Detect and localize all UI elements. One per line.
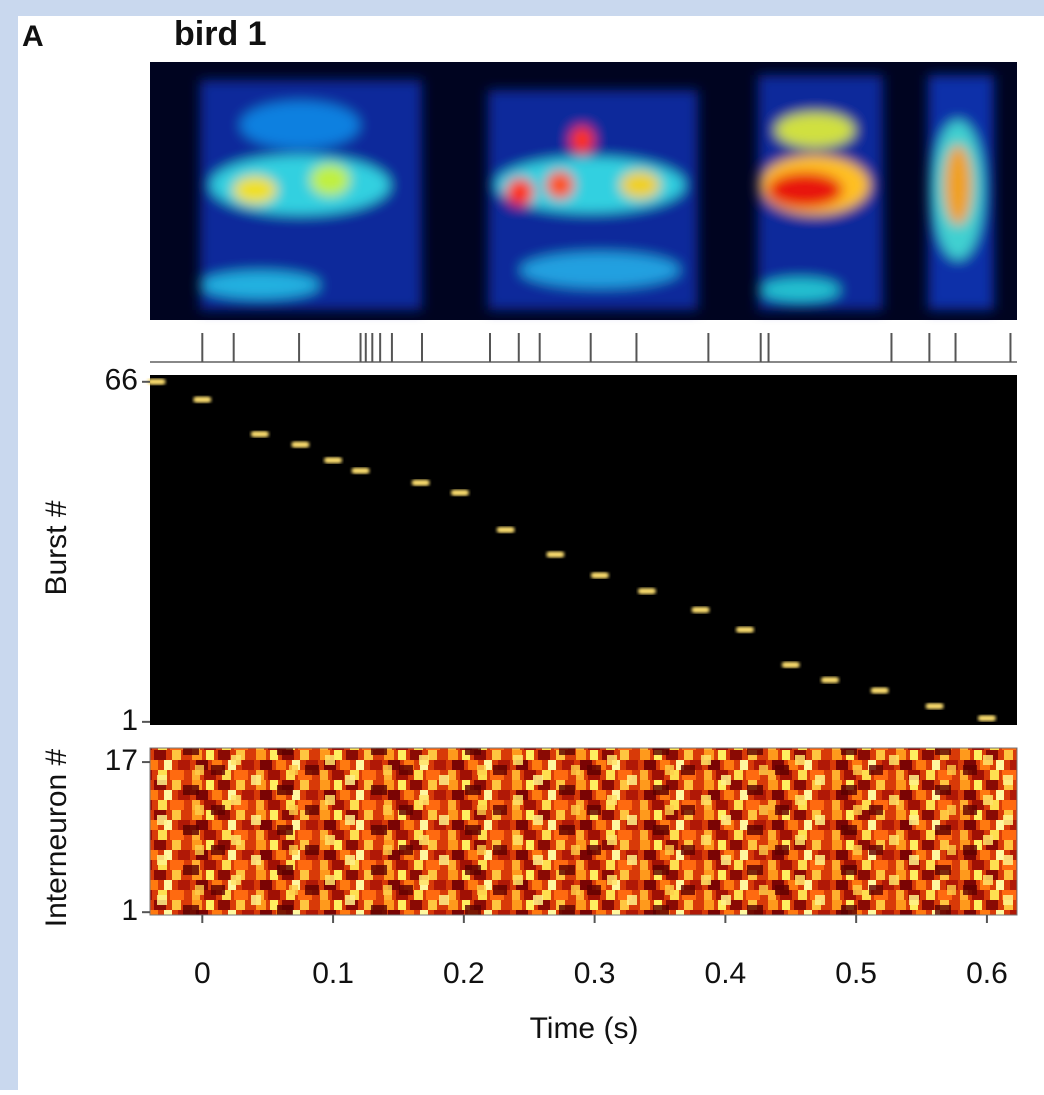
y-tick-label: 1 [121,704,138,737]
burst-mark [870,687,889,694]
heatmap-background [149,375,1018,916]
burst-mark [250,431,269,438]
burst-mark [925,703,944,710]
burst-mark [821,677,839,684]
y-tick-label: 1 [121,894,138,927]
burst-mark [590,572,609,579]
x-tick-label: 0.5 [835,957,877,990]
panel-label: A [22,20,44,53]
burst-mark [977,715,996,722]
burst-mark [781,661,800,668]
burst-mark [147,378,166,385]
x-tick-label: 0 [194,957,211,990]
x-axis-label: Time (s) [530,1012,639,1045]
burst-mark [450,489,469,496]
y-axis-label: Interneuron # [40,748,73,927]
y-tick-label: 66 [105,364,138,397]
burst-mark [496,526,515,533]
burst-mark [637,588,656,595]
chart-title: bird 1 [174,15,267,53]
burst-mark [546,551,565,558]
burst-mark [193,396,212,403]
spectrogram [150,62,1017,320]
burst-mark [324,457,343,464]
x-tick-label: 0.1 [312,957,354,990]
burst-mark [291,441,310,448]
x-tick-label: 0.3 [574,957,616,990]
x-tick-label: 0.4 [705,957,747,990]
x-tick-label: 0.2 [443,957,485,990]
burst-mark [351,467,370,474]
y-tick-label: 17 [105,744,138,777]
x-tick-label: 0.6 [966,957,1008,990]
y-axis-label: Burst # [40,500,73,595]
burst-mark [736,626,754,633]
burst-mark [691,606,710,613]
burst-mark [411,479,430,486]
